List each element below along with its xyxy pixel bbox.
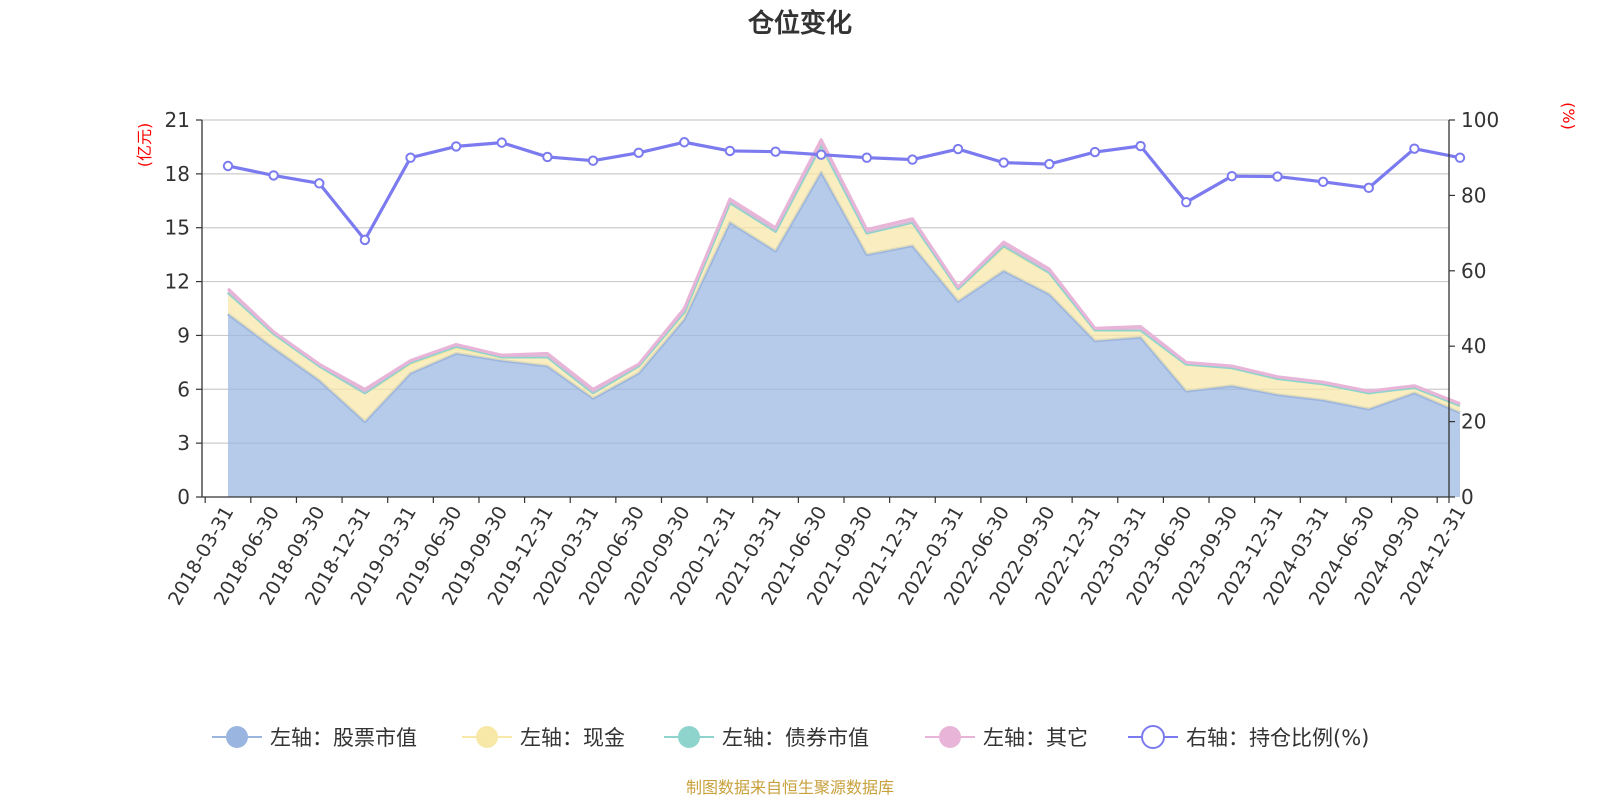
legend-marker [939, 726, 961, 748]
ratio-point [1363, 182, 1374, 194]
ratio-line-series [222, 137, 1466, 246]
legend-label: 左轴：股票市值 [270, 726, 417, 750]
ratio-point [587, 155, 599, 166]
ratio-point [1181, 196, 1192, 208]
chart-title: 仓位变化 [747, 8, 852, 39]
legend-label: 左轴：债券市值 [722, 726, 869, 750]
legend-marker [226, 726, 248, 748]
ratio-point [1317, 176, 1329, 188]
left-tick-label: 21 [165, 108, 190, 132]
right-tick-label: 20 [1461, 410, 1486, 434]
area-左轴：股票市值 [228, 172, 1460, 498]
legend-label: 右轴：持仓比例(%) [1186, 726, 1369, 750]
ratio-point [222, 160, 234, 172]
ratio-point [1089, 146, 1101, 158]
ratio-point [952, 143, 964, 155]
right-axis-unit: (%) [1559, 102, 1578, 130]
ratio-point [1044, 158, 1055, 170]
right-tick-label: 0 [1461, 485, 1474, 509]
right-tick-label: 60 [1461, 259, 1486, 283]
ratio-point [496, 137, 507, 148]
ratio-point [724, 145, 736, 157]
legend-marker [476, 726, 498, 748]
ratio-point [268, 170, 279, 181]
legend: 左轴：股票市值 左轴：现金 左轴：债券市值 左轴：其它 右轴：持仓比例(%) [212, 725, 1369, 750]
ratio-point [542, 151, 553, 163]
ratio-point [770, 146, 781, 157]
legend-label: 左轴：现金 [520, 726, 625, 750]
area-左轴：现金 [228, 145, 1460, 422]
ratio-point [1226, 170, 1238, 182]
ratio-point [1454, 152, 1466, 163]
ratio-point [861, 152, 873, 163]
legend-label: 左轴：其它 [983, 726, 1088, 750]
ratio-point [450, 141, 462, 152]
left-tick-label: 9 [177, 323, 190, 347]
left-tick-label: 15 [165, 216, 190, 240]
left-tick-label: 6 [177, 377, 190, 401]
left-tick-label: 18 [165, 162, 190, 186]
ratio-point [1135, 140, 1146, 152]
ratio-point [1272, 171, 1283, 182]
right-tick-label: 40 [1461, 334, 1486, 358]
ratio-point [679, 137, 690, 148]
ratio-point [359, 234, 371, 246]
left-tick-label: 3 [177, 431, 190, 455]
left-axis-unit: (亿元) [135, 123, 154, 168]
legend-marker [678, 726, 700, 748]
right-tick-label: 100 [1461, 108, 1499, 132]
ratio-point [998, 157, 1009, 168]
stacked-areas [226, 138, 1461, 498]
right-tick-label: 80 [1461, 183, 1486, 207]
legend-marker [1141, 725, 1165, 749]
source-note: 制图数据来自恒生聚源数据库 [686, 778, 894, 797]
ratio-line [227, 140, 1461, 242]
ratio-point [815, 149, 827, 160]
ratio-point [1409, 143, 1420, 154]
ratio-point [405, 152, 416, 163]
ratio-point [314, 178, 325, 189]
ratio-point [633, 147, 644, 158]
ratio-point [907, 154, 918, 165]
left-tick-label: 0 [177, 485, 190, 509]
area-edge-左轴：其它 [226, 138, 1461, 406]
left-tick-label: 12 [165, 270, 190, 294]
